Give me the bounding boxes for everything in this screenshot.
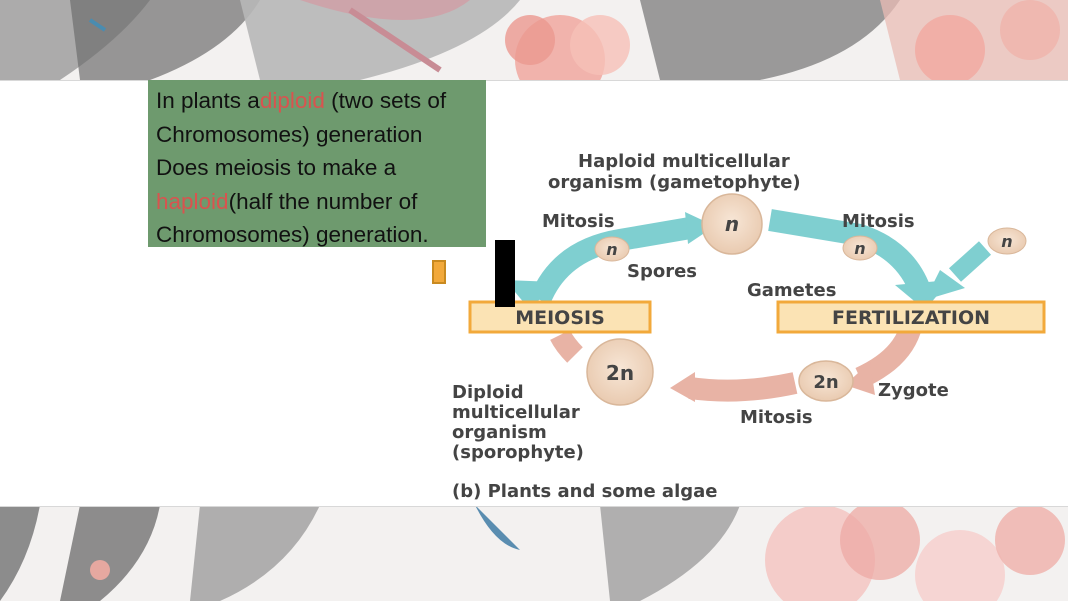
haploid-title-line-1: Haploid multicellular (578, 151, 790, 172)
life-cycle-diagram: n n n n 2n 2n Haploid multicellular orga… (452, 151, 1046, 502)
cell-spore (594, 236, 630, 262)
mitosis-left-label: Mitosis (542, 211, 615, 232)
cell-label-2n: 2n (606, 361, 634, 385)
mitosis-right-label: Mitosis (842, 211, 915, 232)
text-cursor-bar (495, 240, 515, 307)
cell-diploid-organism (586, 338, 654, 406)
pink-arrowhead-bottom (670, 372, 695, 402)
callout-text: (two sets of (324, 88, 447, 113)
callout-line-3: Does meiosis to make a (156, 155, 397, 180)
meiosis-box (468, 300, 652, 334)
teal-arrowhead-left (685, 212, 715, 244)
fertilization-label: FERTILIZATION (832, 307, 990, 329)
pink-arrow-left (550, 329, 583, 363)
haploid-title-line-2: organism (gametophyte) (548, 172, 801, 193)
diploid-label-line-3: organism (452, 422, 547, 443)
teal-arrowhead-gamete (925, 270, 965, 300)
zygote-label: Zygote (878, 380, 949, 401)
text-callout: In plants adiploid (two sets of Chromoso… (148, 80, 486, 247)
callout-line-2: Chromosomes) generation (156, 121, 423, 147)
pink-arrow-bottom (688, 372, 798, 402)
cell-label-n: n (725, 212, 739, 236)
cell-label-n: n (1001, 232, 1012, 251)
callout-line-5: Chromosomes) generation. (156, 222, 429, 247)
cell-gamete-1 (842, 235, 878, 261)
figure-caption: (b) Plants and some algae (452, 481, 718, 502)
mitosis-bottom-label: Mitosis (740, 407, 813, 428)
callout-line-1: In plants adiploid (two sets of (156, 84, 486, 118)
leaf-decoration-bottom-left (0, 505, 320, 601)
cell-label-n: n (854, 239, 865, 258)
diploid-label-line-1: Diploid (452, 382, 524, 403)
callout-text: (half the number of (228, 188, 418, 214)
meiosis-label: MEIOSIS (515, 307, 605, 329)
cell-haploid-organism (701, 193, 763, 255)
spores-label: Spores (627, 261, 697, 282)
leaf-decoration-top-center (240, 0, 520, 80)
teal-arrow-gamete (948, 241, 992, 282)
diploid-label-line-4: (sporophyte) (452, 442, 584, 463)
cell-label-2n: 2n (813, 372, 838, 393)
highlight-haploid: haploid (156, 188, 229, 214)
callout-line-4: haploid(half the number of (156, 185, 486, 219)
leaf-decoration-bottom-center (475, 505, 740, 601)
cell-label-n: n (606, 240, 617, 259)
partial-label-box (432, 260, 446, 284)
highlight-diploid: diploid (259, 88, 325, 113)
diploid-label-line-2: multicellular (452, 402, 580, 423)
flower-decoration-bottom-right (765, 500, 1065, 601)
fertilization-box (776, 300, 1046, 334)
cell-gamete-2 (987, 227, 1027, 255)
gametes-label: Gametes (747, 280, 836, 301)
teal-arrowhead-down-left (505, 280, 555, 310)
callout-text: In plants a (156, 88, 260, 113)
leaf-decoration-top-right (640, 0, 1068, 85)
leaf-decoration-top-left (0, 0, 260, 80)
cell-zygote (798, 360, 854, 402)
